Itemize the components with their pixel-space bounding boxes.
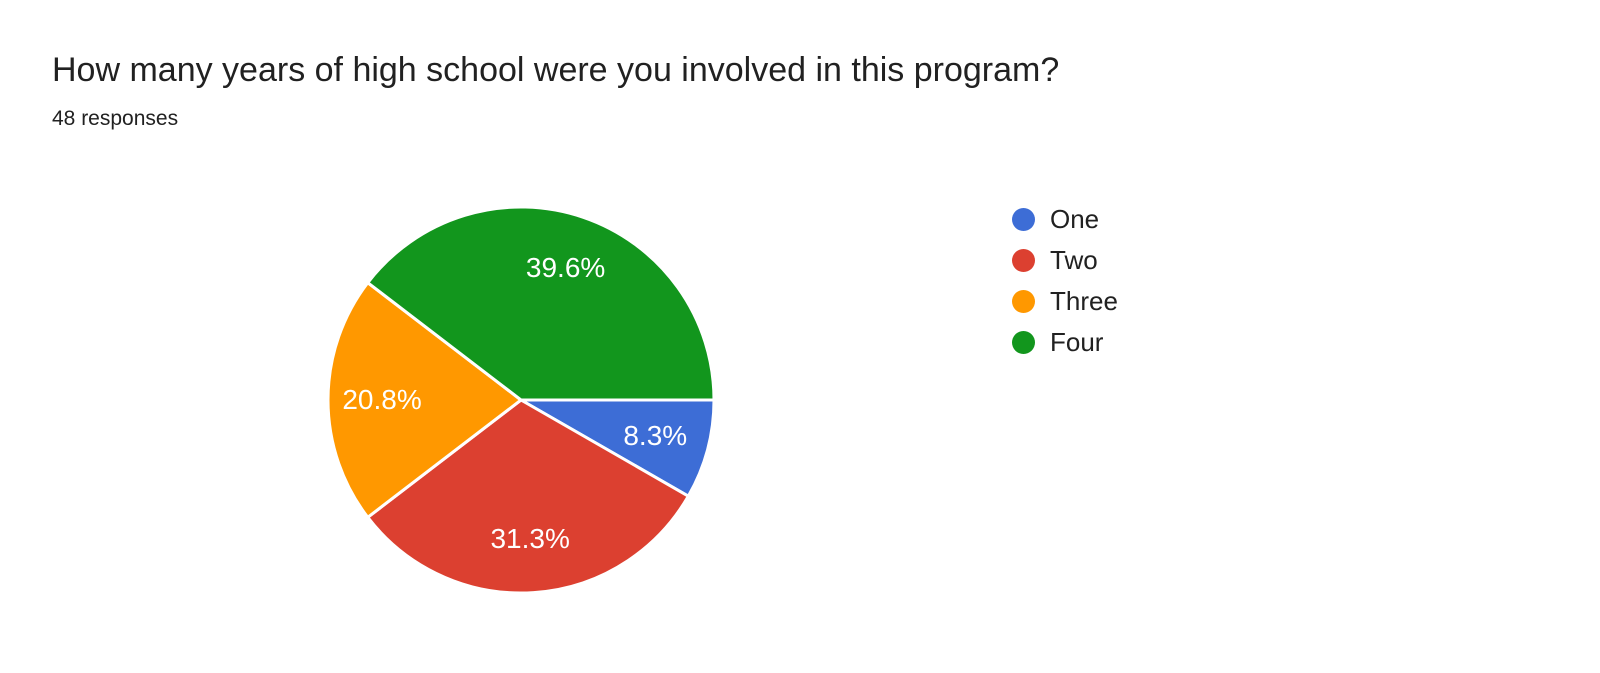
- legend-swatch-two-icon: [1012, 249, 1035, 272]
- legend-label-three: Three: [1050, 286, 1118, 316]
- pie-slice-three[interactable]: [326, 281, 523, 519]
- response-count: 48 responses: [52, 107, 179, 130]
- legend-label-two: Two: [1050, 245, 1098, 275]
- legend-item-two: Two: [1012, 240, 1118, 281]
- pie-slice-two[interactable]: [366, 398, 690, 595]
- pie-svg[interactable]: [326, 205, 716, 595]
- pie-slice-four[interactable]: [366, 205, 716, 402]
- legend-item-four: Four: [1012, 322, 1118, 363]
- chart-legend: One Two Three Four: [1012, 199, 1118, 363]
- legend-label-one: One: [1050, 204, 1100, 234]
- question-title: How many years of high school were you i…: [52, 51, 1060, 89]
- pie-chart[interactable]: 8.3% 31.3% 20.8% 39.6%: [326, 205, 716, 595]
- legend-item-one: One: [1012, 199, 1118, 240]
- legend-swatch-three-icon: [1012, 290, 1035, 313]
- legend-label-four: Four: [1050, 327, 1104, 357]
- legend-swatch-four-icon: [1012, 331, 1035, 354]
- legend-item-three: Three: [1012, 281, 1118, 322]
- pie-slice-one[interactable]: [519, 398, 716, 498]
- legend-swatch-one-icon: [1012, 208, 1035, 231]
